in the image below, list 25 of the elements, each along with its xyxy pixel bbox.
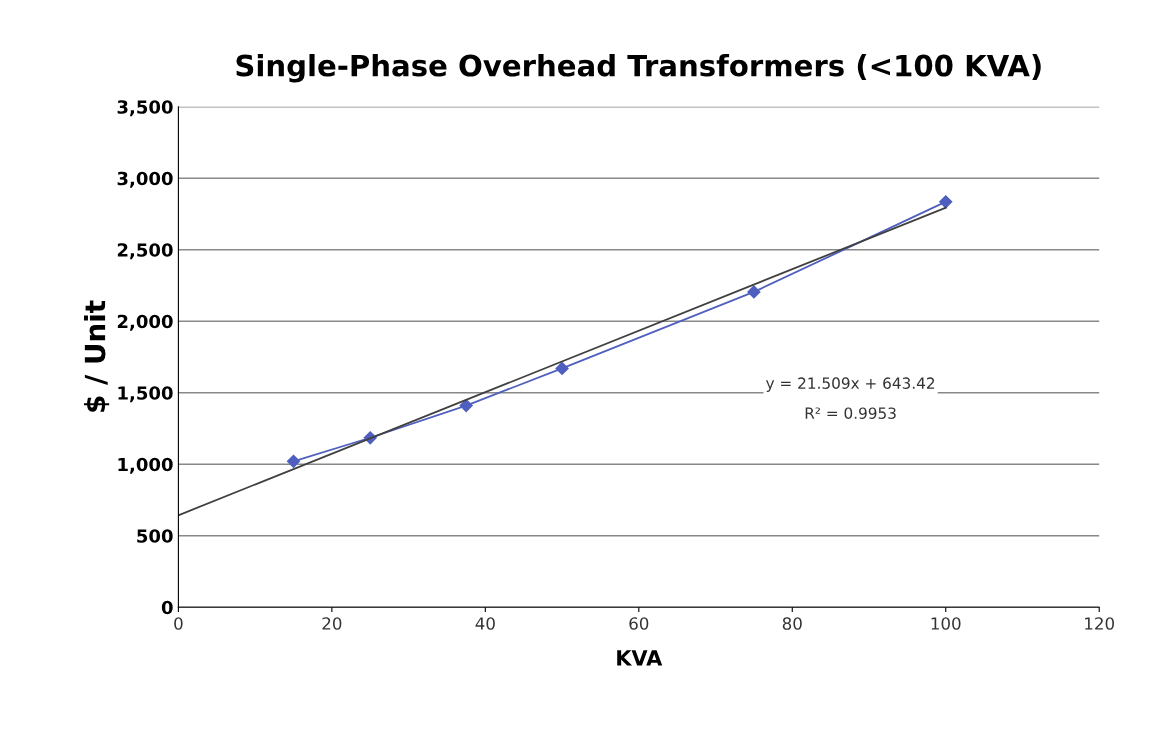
x-tick-label: 80 — [782, 617, 802, 630]
annotation: y = 21.509x + 643.42 — [766, 377, 935, 392]
y-tick-label: 2,500 — [117, 243, 173, 260]
y-axis-title: $ / Unit — [84, 300, 110, 412]
x-tick-label: 100 — [931, 617, 961, 630]
x-tick-label: 120 — [1085, 617, 1114, 630]
annotation: R² = 0.9953 — [805, 407, 896, 419]
chart-title: Single-Phase Overhead Transformers (<100 KVA) — [236, 54, 1041, 83]
point — [459, 398, 473, 413]
y-tick-label: 1,000 — [118, 457, 173, 474]
y-tick-label: 500 — [137, 529, 173, 543]
y-tick-label: 3,000 — [117, 171, 173, 188]
y-tick-label: 3,500 — [117, 100, 173, 117]
x-tick-label: 20 — [322, 617, 342, 630]
x-tick-label: 0 — [174, 617, 183, 630]
y-tick-label: 0 — [161, 600, 173, 615]
point — [286, 454, 301, 468]
x-tick-label: 60 — [629, 617, 649, 630]
point — [939, 195, 953, 209]
x-axis-title: KVA — [617, 650, 663, 666]
y-tick-label: 1,500 — [118, 386, 173, 403]
x-tick-label: 40 — [475, 617, 495, 630]
y-tick-label: 2,000 — [117, 314, 173, 331]
point — [555, 361, 569, 375]
point — [747, 285, 761, 299]
